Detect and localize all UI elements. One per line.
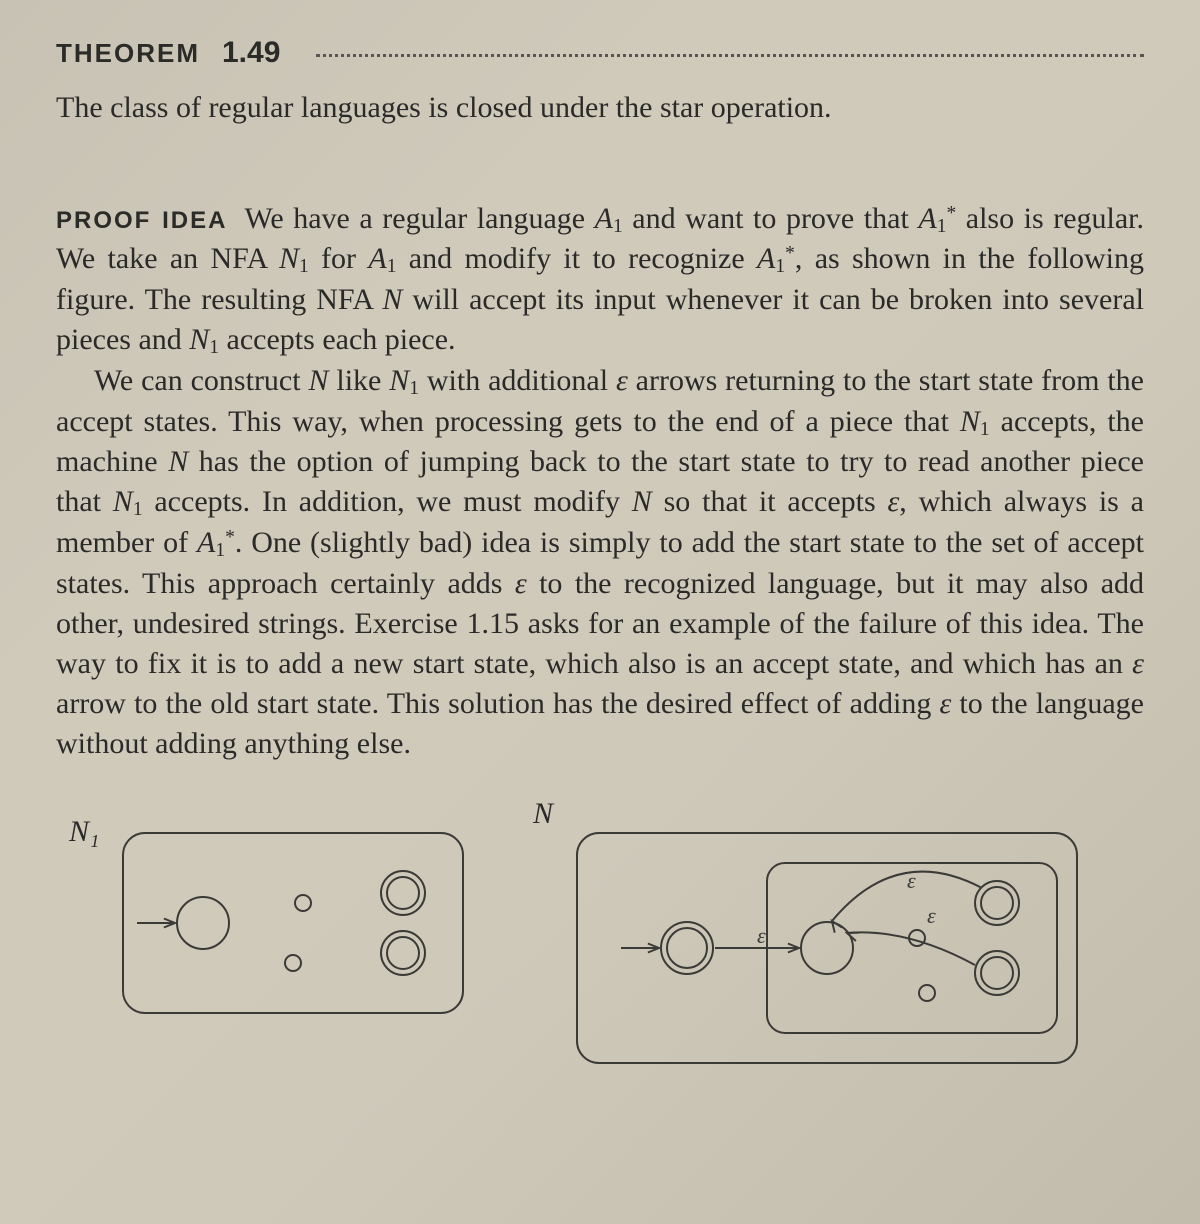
nfa-n-label: N — [533, 797, 553, 831]
nfa-n-svg: εεε — [567, 823, 1087, 1073]
proof-para-2: We can construct N like N1 with addition… — [56, 364, 1144, 760]
svg-text:ε: ε — [907, 868, 916, 893]
diagram-row: N₁ N εεε — [56, 823, 1144, 1073]
svg-text:ε: ε — [927, 903, 936, 928]
theorem-label: THEOREM — [56, 38, 200, 69]
nfa-n1: N₁ — [113, 823, 473, 1023]
svg-text:ε: ε — [757, 923, 766, 948]
theorem-number: 1.49 — [222, 36, 280, 70]
nfa-n1-label: N₁ — [69, 815, 99, 849]
proof-label: PROOF IDEA — [56, 207, 227, 234]
theorem-statement: The class of regular languages is closed… — [56, 88, 1144, 129]
theorem-header: THEOREM 1.49 — [56, 36, 1144, 70]
dotted-rule — [316, 54, 1144, 57]
nfa-n: N εεε — [567, 823, 1087, 1073]
proof-idea: PROOF IDEA We have a regular language A1… — [56, 199, 1144, 764]
nfa-n1-svg — [113, 823, 473, 1023]
